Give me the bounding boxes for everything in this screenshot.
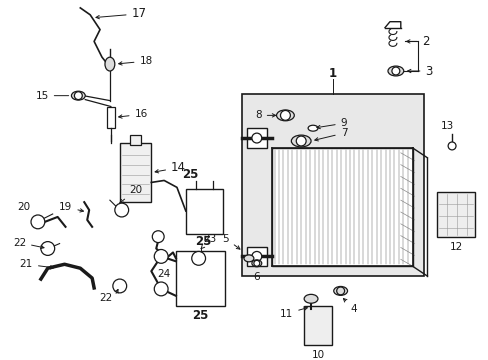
Circle shape [251,251,261,261]
Text: 23: 23 [201,234,216,249]
Text: 6: 6 [253,272,260,282]
Ellipse shape [387,66,403,76]
Bar [436,192,474,237]
Text: 21: 21 [20,259,54,269]
Bar [246,247,266,266]
Circle shape [251,133,261,143]
Bar [304,306,331,345]
Ellipse shape [307,125,317,131]
Text: 25: 25 [182,168,199,181]
Circle shape [152,231,164,243]
Circle shape [447,142,455,150]
Circle shape [154,282,168,296]
Ellipse shape [304,294,317,303]
Text: 11: 11 [280,307,307,319]
Bar [271,148,412,266]
Circle shape [191,251,205,265]
Text: 15: 15 [36,91,68,101]
Text: 4: 4 [343,298,356,314]
Bar [120,143,151,202]
Bar [176,251,225,306]
Bar [185,189,223,234]
Circle shape [115,203,128,217]
Ellipse shape [251,260,261,267]
Circle shape [113,279,126,293]
Text: 16: 16 [119,109,147,120]
Bar [129,135,141,145]
Circle shape [41,242,55,255]
Circle shape [74,92,82,100]
Text: 7: 7 [314,128,346,141]
Ellipse shape [291,135,310,147]
Ellipse shape [244,255,253,262]
Text: 24: 24 [157,269,170,279]
Ellipse shape [71,91,85,100]
Text: 22: 22 [13,238,44,249]
Text: 1: 1 [328,67,336,80]
Text: 3: 3 [407,64,432,77]
Text: 20: 20 [120,185,142,203]
Text: 14: 14 [155,161,185,174]
Text: 25: 25 [192,309,208,322]
Ellipse shape [333,287,347,295]
Bar [107,107,115,128]
Circle shape [296,136,305,146]
Text: 5: 5 [222,234,240,249]
Text: 22: 22 [99,293,112,303]
Circle shape [391,67,399,75]
Text: 12: 12 [448,242,462,252]
Text: 19: 19 [59,202,83,212]
Text: 2: 2 [406,35,429,48]
Ellipse shape [105,57,115,71]
Ellipse shape [276,110,294,121]
Circle shape [154,249,168,263]
Text: 17: 17 [96,7,146,20]
Circle shape [280,111,290,120]
Text: 13: 13 [440,121,453,131]
Text: 18: 18 [119,56,152,66]
Text: 8: 8 [255,111,275,120]
Text: 9: 9 [316,118,346,129]
Bar [246,128,266,148]
Text: 25: 25 [195,235,211,248]
Text: 10: 10 [311,350,324,360]
Circle shape [31,215,45,229]
Text: 20: 20 [18,202,31,212]
Bar [242,94,424,276]
